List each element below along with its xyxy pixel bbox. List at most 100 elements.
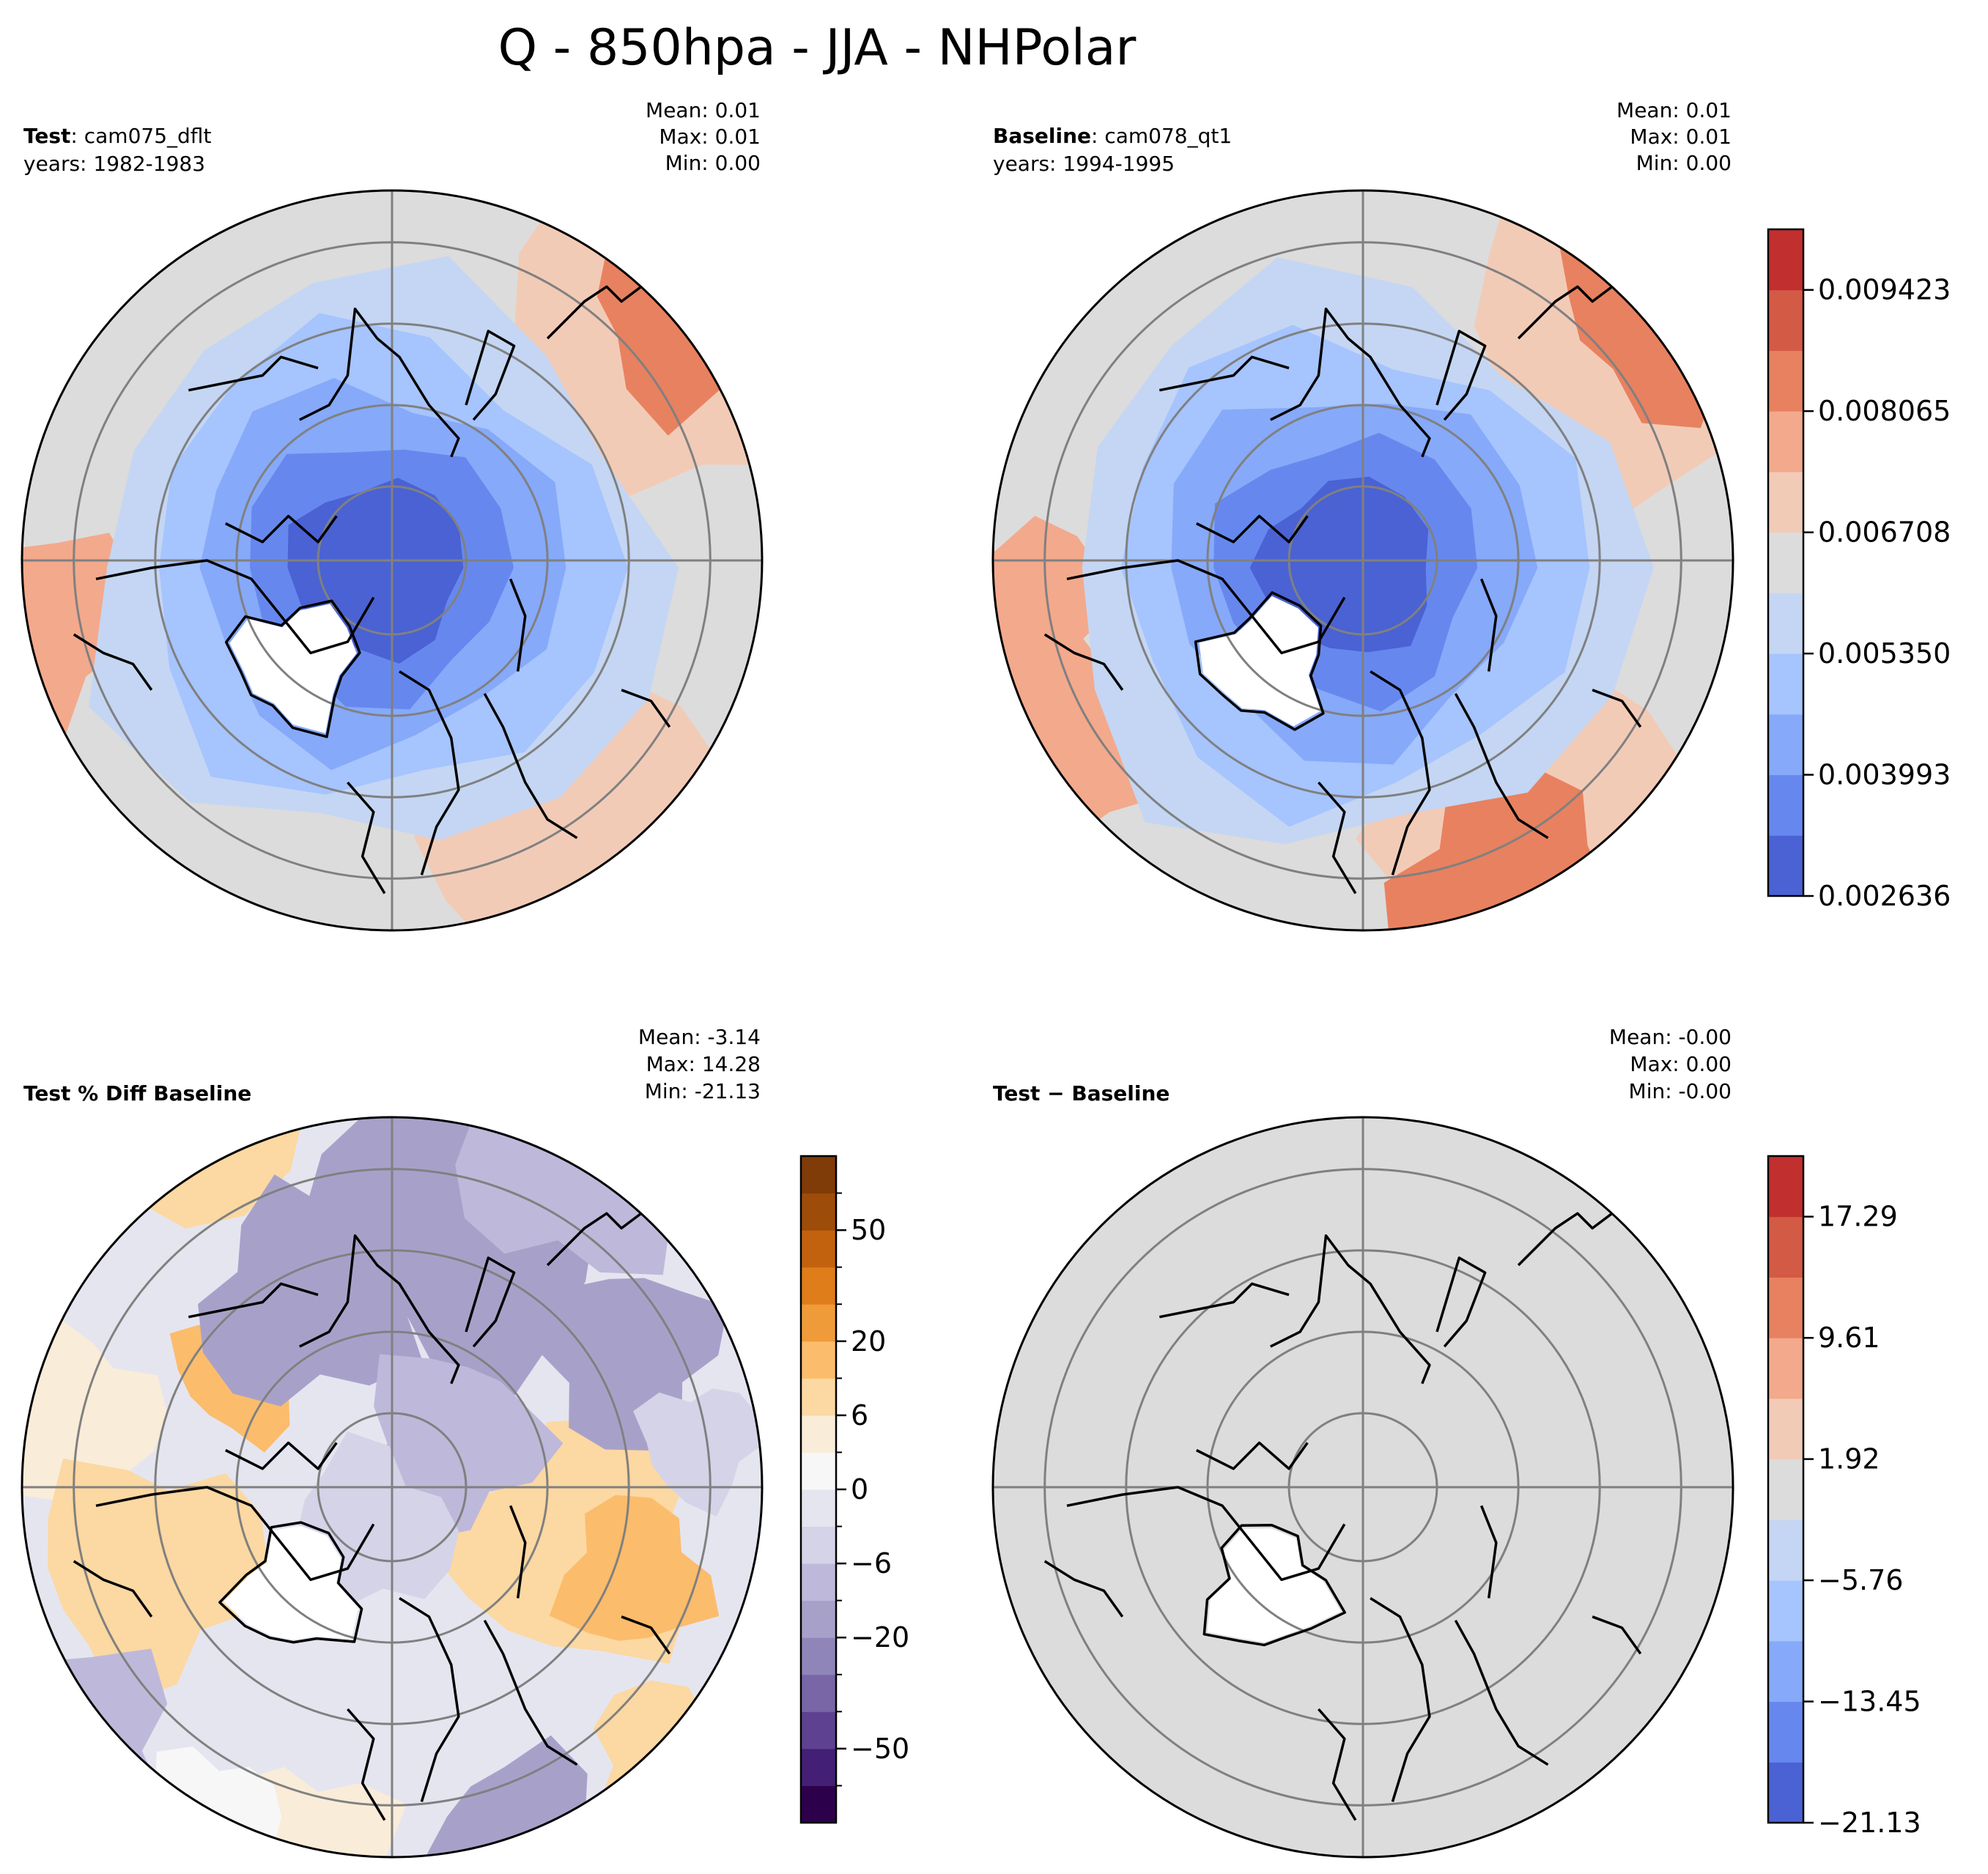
colorbar-tick-label: −50 <box>851 1733 909 1765</box>
colorbar-segment <box>1768 1338 1803 1399</box>
coastline <box>1592 689 1642 728</box>
colorbar-segment <box>1768 350 1803 412</box>
coastline <box>465 1256 516 1348</box>
panel-baseline-label-bold: Baseline <box>993 124 1091 148</box>
field-region <box>198 1174 423 1407</box>
coastline-greenland <box>224 599 361 738</box>
polar-map-test <box>21 189 764 932</box>
polar-map-baseline <box>991 189 1734 932</box>
coastlines <box>1043 1204 1642 1821</box>
panel-test-mean: Mean: 0.01 <box>646 98 761 122</box>
colorbar-tick-label: 0.006708 <box>1818 516 1951 549</box>
coastline <box>465 330 516 421</box>
map-boundary <box>21 1116 764 1859</box>
polar-map-pct-diff <box>21 1116 764 1859</box>
missing-data-area <box>1207 1528 1342 1642</box>
colorbar-tick-label: −20 <box>851 1621 909 1653</box>
colorbar-segment <box>801 1526 836 1564</box>
panel-baseline-mean: Mean: 0.01 <box>1616 98 1732 122</box>
figure-title: Q - 850hpa - JJA - NHPolar <box>498 19 1137 77</box>
colorbar-segment <box>1768 1459 1803 1520</box>
coastlines <box>73 1204 671 1821</box>
coastline-greenland <box>218 1521 363 1644</box>
coastline-greenland <box>1202 1524 1346 1647</box>
colorbar-values: 0.002636 0.003993 0.005350 0.006708 0.008065… <box>1767 228 1951 912</box>
coastline <box>1043 633 1124 691</box>
panel-test-min: Min: 0.00 <box>665 151 761 175</box>
colorbar-segment <box>801 1304 836 1342</box>
panel-baseline-min: Min: 0.00 <box>1636 151 1732 175</box>
polar-map-diff <box>991 1116 1734 1859</box>
colorbar-segment <box>801 1637 836 1675</box>
colorbar-frame <box>1767 228 1805 897</box>
colorbar-segment <box>801 1267 836 1305</box>
panel-pct-diff-max: Max: 14.28 <box>646 1052 761 1076</box>
colorbar-segment <box>1768 593 1803 654</box>
coastline <box>188 355 319 392</box>
colorbar-segment <box>1768 1580 1803 1642</box>
coastline <box>546 1204 652 1267</box>
coastline <box>509 1505 527 1599</box>
panel-test-years: years: 1982-1983 <box>23 152 205 176</box>
coastline <box>1066 559 1346 655</box>
panel-baseline-max: Max: 0.01 <box>1630 125 1732 149</box>
panel-pct-diff: Test % Diff Baseline Mean: -3.14 Max: 14… <box>21 1025 764 1859</box>
panel-diff-min: Min: -0.00 <box>1629 1079 1732 1103</box>
panel-baseline: Baseline: cam078_qt1 years: 1994-1995 Me… <box>991 98 1734 932</box>
coastline <box>1435 330 1487 421</box>
colorbar-tick-label: 20 <box>851 1325 886 1358</box>
coastline <box>509 578 527 672</box>
colorbar-segment <box>1768 835 1803 897</box>
colorbar-segment <box>1768 229 1803 291</box>
colorbar-tick-label: 0.003993 <box>1818 759 1951 791</box>
coastline <box>1043 1560 1124 1618</box>
coastline <box>1435 1256 1487 1348</box>
coastline <box>621 689 671 728</box>
panel-test-max: Max: 0.01 <box>659 125 761 149</box>
graticule <box>993 190 1733 930</box>
colorbar-tick-label: 0.008065 <box>1818 395 1951 427</box>
coastlines <box>1043 278 1642 895</box>
coastline <box>95 559 375 655</box>
colorbar-segment <box>1768 653 1803 715</box>
colorbar-segment <box>801 1193 836 1231</box>
coastline <box>299 307 460 458</box>
panel-diff: Test − Baseline Mean: -0.00 Max: 0.00 Mi… <box>991 1025 1734 1859</box>
graticule <box>22 190 762 930</box>
colorbar-segment <box>1768 714 1803 776</box>
map-boundary <box>21 189 764 932</box>
colorbar-segment <box>801 1156 836 1194</box>
coastline <box>1592 1615 1642 1655</box>
map-boundary <box>991 189 1734 932</box>
colorbar-segment <box>1768 411 1803 473</box>
coastlines <box>73 278 671 895</box>
coastline <box>73 633 153 691</box>
colorbar-segment <box>801 1748 836 1786</box>
colorbar-segment <box>1768 1519 1803 1581</box>
coastline <box>188 1282 319 1319</box>
panel-pct-diff-min: Min: -21.13 <box>645 1079 761 1103</box>
coastline <box>1196 1441 1309 1470</box>
colorbar-segment <box>1768 1156 1803 1218</box>
colorbar-segment <box>1768 289 1803 351</box>
coastline <box>347 1708 386 1821</box>
colorbar-segment <box>801 1230 836 1268</box>
colorbar-segment <box>801 1674 836 1712</box>
missing-data-area <box>223 1525 359 1640</box>
coastline <box>1370 670 1431 875</box>
coastline <box>225 1441 338 1470</box>
coastline <box>73 1560 153 1618</box>
coastline <box>1517 1204 1623 1267</box>
panel-diff-mean: Mean: -0.00 <box>1609 1025 1732 1049</box>
colorbar-segment <box>1768 774 1803 836</box>
panel-baseline-label-rest: : cam078_qt1 <box>1091 124 1232 148</box>
coastline <box>1517 278 1623 340</box>
coastline <box>399 670 460 875</box>
coastline <box>483 692 578 840</box>
field-region <box>22 1648 168 1857</box>
panel-baseline-years: years: 1994-1995 <box>993 152 1175 176</box>
panel-test-label: Test: cam075_dflt <box>23 124 211 148</box>
graticule <box>22 1117 762 1857</box>
field-region <box>455 1117 676 1275</box>
